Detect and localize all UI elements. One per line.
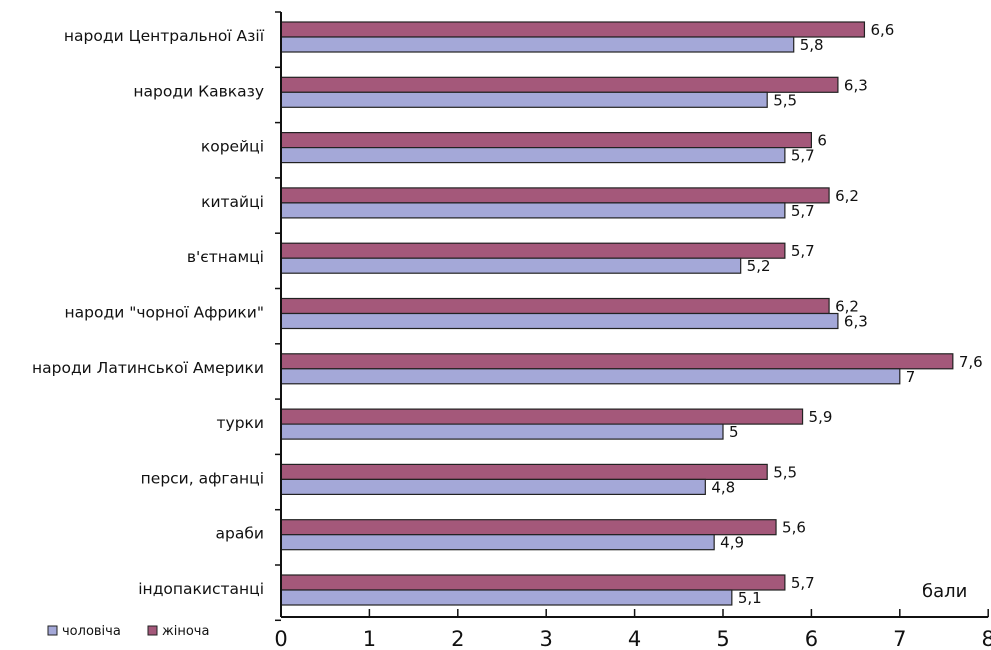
bar-male [280, 257, 742, 274]
legend-swatch [147, 625, 158, 636]
category-label: араби [216, 525, 264, 543]
value-label-male: 5 [729, 423, 739, 441]
value-label-female: 5,7 [791, 242, 815, 260]
category-label: в'єтнамці [187, 248, 264, 266]
value-label-male: 6,3 [844, 313, 868, 331]
x-tick-label: 0 [274, 627, 287, 650]
value-label-female: 6,6 [870, 21, 894, 39]
value-label-male: 7 [906, 368, 916, 386]
bar-female [280, 242, 786, 259]
category-label: китайці [201, 193, 264, 211]
legend-label: чоловіча [62, 624, 121, 639]
category-label: турки [217, 414, 264, 432]
category-label: народи "чорної Африки" [65, 304, 264, 322]
value-label-female: 6,2 [835, 187, 859, 205]
bar-male [280, 478, 706, 495]
x-tick-label: 6 [805, 627, 818, 650]
value-label-female: 5,5 [773, 463, 797, 481]
bar-male [280, 202, 786, 219]
value-label-female: 5,9 [809, 408, 833, 426]
value-label-male: 5,7 [791, 202, 815, 220]
value-label-male: 5,5 [773, 91, 797, 109]
value-label-female: 7,6 [959, 353, 983, 371]
bar-female [280, 574, 786, 591]
category-label: перси, афганці [141, 469, 264, 487]
value-label-male: 5,2 [747, 257, 771, 275]
bar-female [280, 353, 954, 370]
axes [275, 11, 989, 622]
x-axis-unit-label: бали [922, 581, 967, 602]
x-tick-label: 3 [540, 627, 553, 650]
bar-male [280, 589, 733, 606]
category-labels: народи Центральної Азії народи Кавказу кор… [32, 27, 265, 598]
x-tick-label: 2 [451, 627, 464, 650]
bar-female [280, 21, 866, 38]
x-tick-label: 7 [893, 627, 906, 650]
x-tick-label: 4 [628, 627, 641, 650]
bar-female [280, 297, 830, 315]
bar-female [280, 519, 777, 536]
category-label: народи Кавказу [133, 82, 264, 100]
value-label-female: 5,6 [782, 519, 806, 537]
legend-label: жіноча [162, 624, 209, 639]
value-label-female: 6,3 [844, 76, 868, 94]
value-labels: 6,65,86,35,565,76,25,75,75,26,26,37,675,… [711, 21, 982, 607]
value-label-female: 6 [817, 132, 827, 150]
x-tick-label: 1 [363, 627, 376, 650]
category-label: народи Центральної Азії [64, 27, 265, 45]
bar-male [280, 147, 786, 164]
bar-female [280, 187, 830, 204]
bar-male [280, 91, 768, 108]
category-label: індопакистанці [138, 580, 264, 598]
value-label-male: 5,7 [791, 147, 815, 165]
bar-male [280, 368, 901, 385]
category-label: корейці [201, 138, 264, 156]
legend-swatch [47, 625, 58, 636]
value-label-female: 6,2 [835, 298, 859, 316]
x-tick-label: 5 [716, 627, 729, 650]
category-label: народи Латинської Америки [32, 359, 264, 377]
value-label-male: 4,9 [720, 534, 744, 552]
bar-female [280, 132, 813, 149]
x-tick-labels: 0 1 2 3 4 5 6 7 8 [274, 627, 991, 650]
x-tick-label: 8 [982, 627, 991, 650]
legend: чоловіча жіноча [47, 624, 209, 639]
value-label-male: 5,1 [738, 589, 762, 607]
bar-male [280, 36, 795, 53]
value-label-female: 5,7 [791, 574, 815, 592]
bar-male [280, 534, 715, 551]
bar-male [280, 312, 839, 330]
bar-female [280, 463, 768, 480]
value-label-male: 5,8 [800, 36, 824, 54]
bar-female [280, 76, 839, 93]
bar-female [280, 408, 804, 425]
value-label-male: 4,8 [711, 478, 735, 496]
bar-male [280, 423, 724, 440]
